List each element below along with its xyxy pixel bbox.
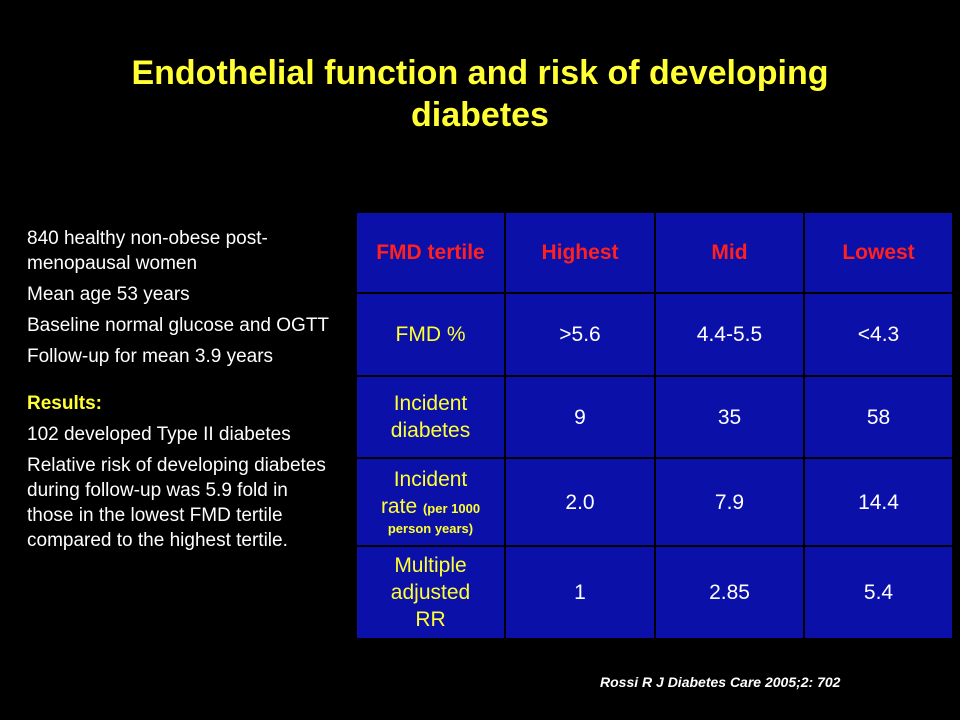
- row-label: Multiple adjusted RR: [355, 545, 506, 640]
- row-label: Incident rate (per 1000 person years): [355, 457, 506, 547]
- table-cell: 58: [803, 375, 954, 459]
- table-cell: 1: [504, 545, 656, 640]
- table-header-row: FMD tertile Highest Mid Lowest: [355, 211, 954, 294]
- table-cell: 2.85: [654, 545, 805, 640]
- row-label-line: Incident: [393, 392, 468, 415]
- result-point: 102 developed Type II diabetes: [27, 424, 291, 445]
- row-label-unit: (per 1000: [422, 501, 481, 516]
- row-label-unit: person years): [387, 521, 474, 536]
- table-row: Incident rate (per 1000 person years) 2.…: [355, 457, 954, 547]
- row-label: Incident diabetes: [355, 375, 506, 459]
- table-cell: 4.4-5.5: [654, 292, 805, 377]
- table-cell: 2.0: [504, 457, 656, 547]
- row-label-line: Incident: [393, 468, 468, 491]
- row-label-line: adjusted: [390, 581, 471, 604]
- row-label-line: diabetes: [390, 419, 471, 442]
- table-cell: <4.3: [803, 292, 954, 377]
- row-label-line: FMD %: [395, 323, 466, 346]
- results-heading: Results:: [27, 393, 102, 414]
- fmd-tertile-table: FMD tertile Highest Mid Lowest FMD % >5.…: [355, 211, 954, 640]
- row-label-line: RR: [415, 608, 446, 631]
- table-cell: 7.9: [654, 457, 805, 547]
- slide-title-line-2: diabetes: [411, 96, 549, 134]
- study-point: Baseline normal glucose and OGTT: [27, 315, 330, 336]
- table-header-cell: Lowest: [803, 211, 954, 294]
- row-label: FMD %: [355, 292, 506, 377]
- study-point: Follow-up for mean 3.9 years: [27, 346, 274, 367]
- table-row: Multiple adjusted RR 1 2.85 5.4: [355, 545, 954, 640]
- result-point: Relative risk of developing diabetes dur…: [27, 455, 326, 551]
- slide-title: Endothelial function and risk of develop…: [60, 52, 900, 136]
- table-header-cell: Highest: [504, 211, 656, 294]
- table-row: Incident diabetes 9 35 58: [355, 375, 954, 459]
- table-cell: 35: [654, 375, 805, 459]
- table-cell: 14.4: [803, 457, 954, 547]
- table-header-cell: Mid: [654, 211, 805, 294]
- row-label-line: rate: [380, 495, 418, 518]
- table-header-cell: FMD tertile: [355, 211, 506, 294]
- table-cell: 9: [504, 375, 656, 459]
- citation: Rossi R J Diabetes Care 2005;2: 702: [600, 674, 841, 690]
- study-point: Mean age 53 years: [27, 284, 190, 305]
- study-point: 840 healthy non-obese post-menopausal wo…: [27, 228, 268, 274]
- table-cell: 5.4: [803, 545, 954, 640]
- row-label-line: Multiple: [394, 554, 467, 577]
- table-row: FMD % >5.6 4.4-5.5 <4.3: [355, 292, 954, 377]
- table-cell: >5.6: [504, 292, 656, 377]
- slide-title-line-1: Endothelial function and risk of develop…: [131, 54, 829, 92]
- study-summary: 840 healthy non-obese post-menopausal wo…: [27, 226, 337, 559]
